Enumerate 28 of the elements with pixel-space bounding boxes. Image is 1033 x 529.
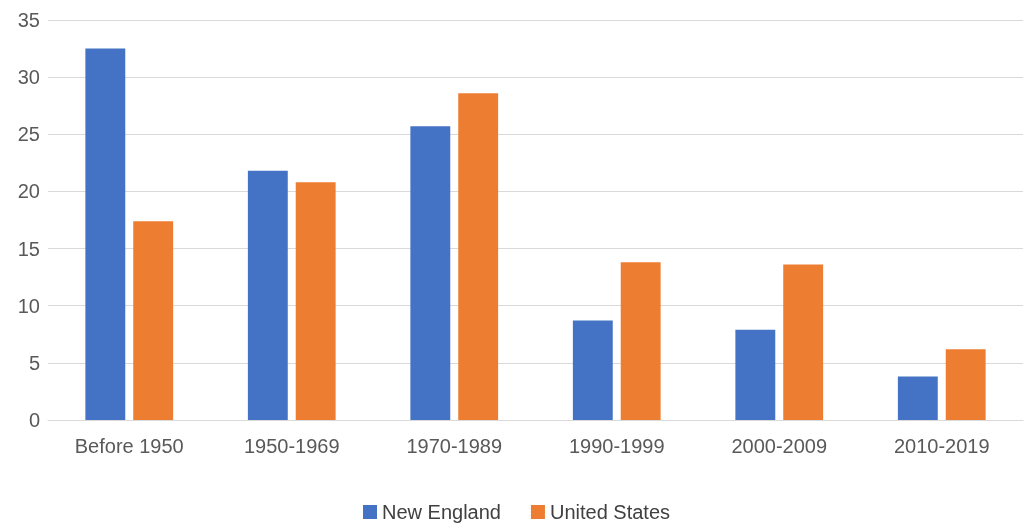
bar <box>735 329 776 420</box>
bar <box>945 349 986 420</box>
bar <box>783 264 824 420</box>
bar <box>85 48 126 420</box>
x-tick-label: 1970-1989 <box>406 435 503 457</box>
bar <box>295 182 336 420</box>
y-tick-label: 35 <box>17 9 40 31</box>
bar <box>247 170 288 420</box>
y-tick-label: 15 <box>17 237 40 260</box>
y-tick-label: 25 <box>17 123 40 146</box>
bar <box>572 320 613 420</box>
y-tick-label: 0 <box>28 409 40 431</box>
x-tick-label: 1990-1999 <box>568 435 665 457</box>
bar <box>133 221 174 420</box>
x-tick-label: 2010-2019 <box>893 435 990 457</box>
y-tick-label: 30 <box>17 66 40 89</box>
x-tick-label: Before 1950 <box>74 435 184 457</box>
y-tick-label: 10 <box>17 294 40 317</box>
bar <box>620 262 661 420</box>
bar <box>410 126 451 420</box>
legend-label: New England <box>381 501 501 523</box>
y-tick-label: 20 <box>17 180 40 203</box>
bar <box>458 93 499 420</box>
x-tick-label: 1950-1969 <box>243 435 340 457</box>
x-tick-label: 2000-2009 <box>731 435 828 457</box>
bar <box>897 376 938 420</box>
legend-label: United States <box>549 501 671 523</box>
y-tick-label: 5 <box>28 351 40 374</box>
